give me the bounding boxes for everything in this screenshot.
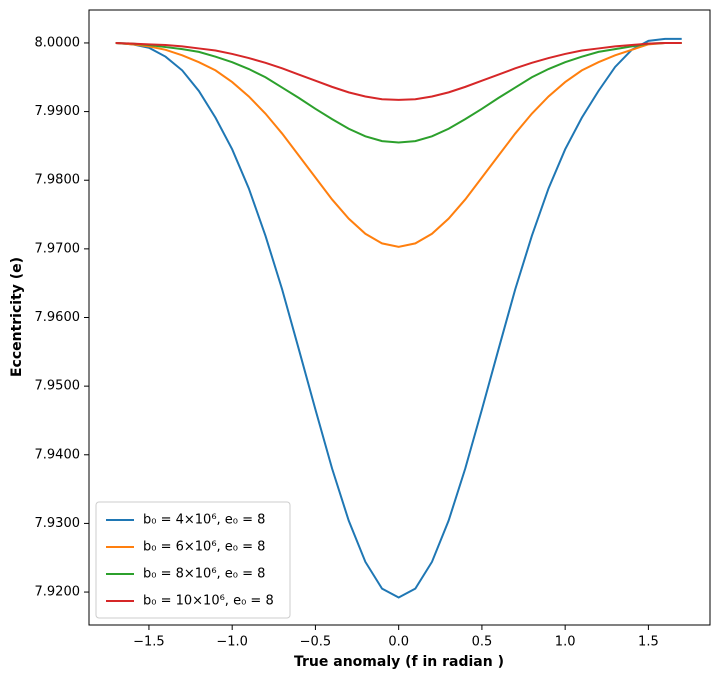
y-tick-label: 8.0000: [35, 35, 81, 50]
x-tick-label: −1.0: [216, 635, 248, 650]
y-tick-label: 7.9900: [35, 104, 81, 119]
legend-box: [95, 501, 291, 619]
y-tick-label: 7.9300: [35, 516, 81, 531]
x-tick-label: 1.0: [555, 635, 576, 650]
legend-label: b₀ = 8×10⁶, e₀ = 8: [143, 567, 265, 582]
legend-label: b₀ = 4×10⁶, e₀ = 8: [143, 513, 265, 528]
line-series: [115, 41, 682, 248]
y-tick-label: 7.9400: [35, 447, 81, 462]
line-series: [115, 41, 682, 144]
y-tick-label: 7.9600: [35, 310, 81, 325]
legend-label: b₀ = 10×10⁶, e₀ = 8: [143, 594, 274, 609]
y-tick-label: 7.9700: [35, 241, 81, 256]
y-tick-label: 7.9800: [35, 173, 81, 188]
plot-frame: [88, 9, 711, 626]
x-tick-label: 1.5: [638, 635, 659, 650]
x-axis-title: True anomaly (f in radian ): [294, 654, 504, 670]
line-series: [115, 37, 682, 599]
x-tick-label: −1.5: [133, 635, 165, 650]
line-series: [115, 41, 682, 101]
x-tick-label: 0.5: [472, 635, 493, 650]
legend-label: b₀ = 6×10⁶, e₀ = 8: [143, 540, 265, 555]
y-tick-label: 7.9200: [35, 585, 81, 600]
x-tick-label: 0.0: [388, 635, 409, 650]
y-tick-label: 7.9500: [35, 379, 81, 394]
y-axis-title: Eccentricity (e): [9, 257, 25, 377]
x-tick-label: −0.5: [300, 635, 332, 650]
